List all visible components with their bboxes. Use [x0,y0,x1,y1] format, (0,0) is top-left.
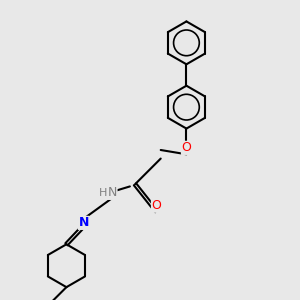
Text: O: O [152,199,161,212]
Text: N: N [78,216,89,230]
Text: O: O [182,141,191,154]
Text: N: N [108,186,117,200]
Text: H: H [99,188,107,198]
